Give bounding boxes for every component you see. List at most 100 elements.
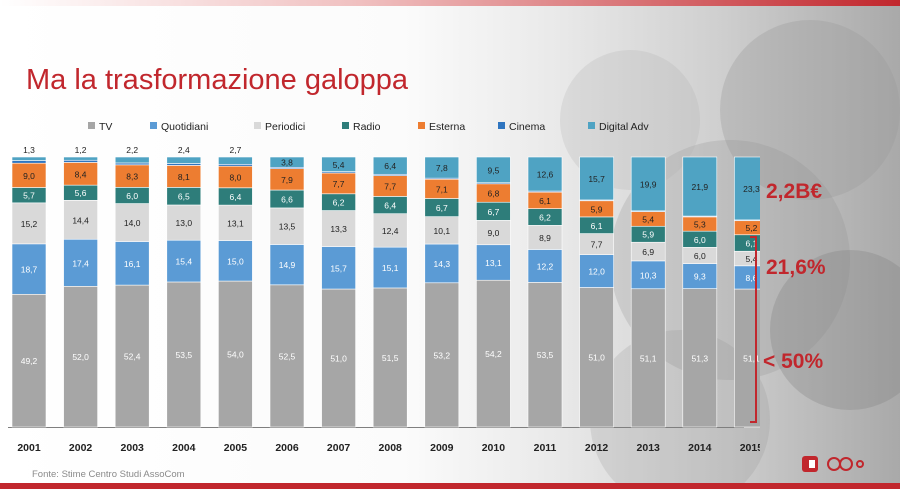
bar-segment-cinema (11, 160, 47, 164)
data-label-periodici: 14,0 (124, 218, 141, 228)
bar-segment-digital-adv (269, 156, 305, 168)
press-share-bracket (750, 236, 757, 423)
data-label-quotidiani: 15,0 (227, 256, 244, 266)
data-label-radio: 5,6 (75, 188, 87, 198)
data-label-digital-adv: 7,8 (436, 163, 448, 173)
bar-segment-tv (321, 288, 356, 428)
source-note: Fonte: Stime Centro Studi AssoCom (32, 469, 185, 480)
data-label-esterna: 9,0 (23, 171, 35, 181)
data-label-esterna: 7,7 (333, 179, 345, 189)
bar-segment-periodici (114, 203, 150, 242)
bar-segment-digital-adv (114, 156, 150, 164)
data-label-quotidiani: 15,7 (330, 263, 347, 273)
x-tick-label: 2002 (69, 442, 93, 454)
data-label-periodici: 13,0 (176, 218, 193, 228)
data-label-quotidiani: 15,1 (382, 263, 399, 273)
x-tick-label: 2006 (275, 442, 299, 454)
data-label-periodici: 15,2 (21, 219, 38, 229)
bar-segment-tv (527, 282, 563, 428)
bar-segment-tv (630, 288, 666, 428)
data-label-periodici: 5,4 (745, 254, 757, 264)
bar-segment-tv (682, 288, 718, 428)
x-tick-label: 2007 (327, 442, 351, 454)
legend-label: TV (99, 121, 113, 133)
bar-segment-digital-adv (476, 156, 511, 184)
data-label-esterna: 7,1 (436, 184, 448, 194)
x-tick-label: 2014 (688, 442, 712, 454)
bar-segment-periodici (424, 216, 460, 245)
bar-segment-periodici (321, 210, 356, 247)
data-label-digital-adv: 5,4 (333, 160, 345, 170)
data-label-radio: 6,5 (178, 192, 190, 202)
bar-segment-digital-adv (321, 156, 356, 172)
data-label-tv: 51,1 (743, 354, 760, 364)
bar-segment-digital-adv (734, 156, 760, 221)
legend-swatch (254, 122, 261, 129)
bar-segment-tv (114, 284, 150, 428)
data-label-tv: 52,4 (124, 352, 141, 362)
data-label-periodici: 10,1 (434, 226, 451, 236)
legend-swatch (418, 122, 425, 129)
data-label-quotidiani: 12,2 (537, 261, 554, 271)
x-tick-label: 2015 (740, 442, 760, 454)
top-accent-rule (0, 0, 900, 6)
bar-segment-digital-adv (579, 156, 614, 201)
bar-segment-periodici (218, 204, 253, 241)
legend-swatch (342, 122, 349, 129)
data-label-digital-adv: 3,8 (281, 158, 293, 168)
data-label-esterna: 7,7 (384, 182, 396, 192)
data-label-periodici: 13,5 (279, 222, 296, 232)
data-label-radio: 6,1 (745, 238, 757, 248)
bar-segment-digital-adv (682, 156, 718, 217)
annotation-tv-share: < 50% (763, 350, 824, 373)
data-label-radio: 6,2 (539, 213, 551, 223)
data-label-radio: 6,6 (281, 194, 293, 204)
bottom-accent-rule (0, 483, 900, 489)
footer-logos (802, 456, 864, 472)
bar-segment-digital-adv (166, 156, 202, 164)
data-label-quotidiani: 9,3 (694, 272, 706, 282)
x-tick-label: 2001 (17, 442, 41, 454)
x-tick-label: 2013 (637, 442, 661, 454)
slide-title: Ma la trasformazione galoppa (26, 64, 409, 96)
bar-segment-quotidiani (527, 249, 563, 283)
stacked-bar-chart: 49,2 18,7 15,2 5,7 9,0 1,3 2001 52,0 17,4 14,4 5,6… (8, 145, 760, 454)
data-label-digital-adv: 1,3 (23, 145, 35, 155)
bar-segment-tv (269, 284, 305, 428)
data-label-periodici: 13,1 (227, 218, 244, 228)
legend-item-periodici: Periodici (254, 121, 305, 133)
bar-segment-tv (424, 282, 460, 428)
data-label-tv: 52,0 (72, 352, 89, 362)
data-label-digital-adv: 2,7 (229, 145, 241, 155)
data-label-periodici: 6,0 (694, 251, 706, 261)
data-label-digital-adv: 2,4 (178, 145, 190, 155)
data-label-periodici: 7,7 (591, 240, 603, 250)
data-label-tv: 53,2 (434, 350, 451, 360)
bar-segment-quotidiani (114, 241, 150, 286)
data-label-tv: 53,5 (537, 350, 554, 360)
rings-logo-icon (827, 457, 864, 471)
bar-segment-quotidiani (579, 254, 614, 288)
data-label-esterna: 5,3 (694, 220, 706, 230)
legend-swatch (88, 122, 95, 129)
legend-label: Periodici (265, 121, 306, 133)
legend-label: Cinema (509, 121, 546, 133)
legend-swatch (588, 122, 595, 129)
background-photo-texture (560, 20, 900, 489)
x-tick-label: 2008 (379, 442, 403, 454)
bar-segment-esterna (11, 162, 47, 188)
data-label-digital-adv: 6,4 (384, 161, 396, 171)
data-label-radio: 6,7 (436, 203, 448, 213)
data-label-periodici: 9,0 (487, 228, 499, 238)
data-label-digital-adv: 21,9 (692, 182, 709, 192)
data-label-digital-adv: 23,3 (743, 184, 760, 194)
data-label-esterna: 8,3 (126, 172, 138, 182)
bar-segment-digital-adv (63, 156, 98, 161)
data-label-quotidiani: 17,4 (72, 258, 89, 268)
data-label-tv: 51,1 (640, 353, 657, 363)
data-label-tv: 53,5 (176, 350, 193, 360)
bar-segment-tv (218, 280, 253, 428)
data-label-tv: 52,5 (279, 351, 296, 361)
data-label-radio: 5,9 (642, 230, 654, 240)
